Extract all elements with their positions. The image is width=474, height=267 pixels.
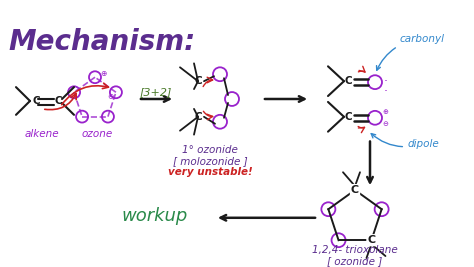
Text: C: C [344, 112, 352, 122]
Text: .: . [384, 71, 388, 84]
Text: .: . [384, 81, 388, 94]
Text: ⊕: ⊕ [382, 109, 388, 115]
Text: workup: workup [122, 207, 188, 225]
Text: C: C [367, 235, 375, 245]
Text: dipole: dipole [371, 134, 440, 148]
Text: carbonyl: carbonyl [376, 34, 445, 70]
Text: C: C [194, 112, 202, 122]
Text: very unstable!: very unstable! [168, 167, 252, 177]
Text: C: C [367, 235, 375, 245]
Text: ozone: ozone [82, 129, 113, 139]
Text: [ ozonide ]: [ ozonide ] [328, 256, 383, 266]
Text: C: C [54, 96, 62, 106]
Text: C: C [351, 185, 359, 195]
Text: C: C [194, 76, 202, 86]
Text: ⊕: ⊕ [100, 69, 106, 78]
Text: Mechanism:: Mechanism: [8, 28, 195, 56]
Text: C: C [351, 185, 359, 195]
Text: [ molozonide ]: [ molozonide ] [173, 156, 247, 166]
Text: alkene: alkene [25, 129, 59, 139]
Text: [3+2]: [3+2] [140, 87, 172, 97]
Text: ⊖: ⊖ [108, 92, 114, 101]
Text: C: C [344, 76, 352, 86]
Text: C: C [32, 96, 40, 106]
Text: 1,2,4- trioxolane: 1,2,4- trioxolane [312, 245, 398, 256]
Text: ⊖: ⊖ [382, 121, 388, 127]
Text: 1° ozonide: 1° ozonide [182, 146, 238, 155]
